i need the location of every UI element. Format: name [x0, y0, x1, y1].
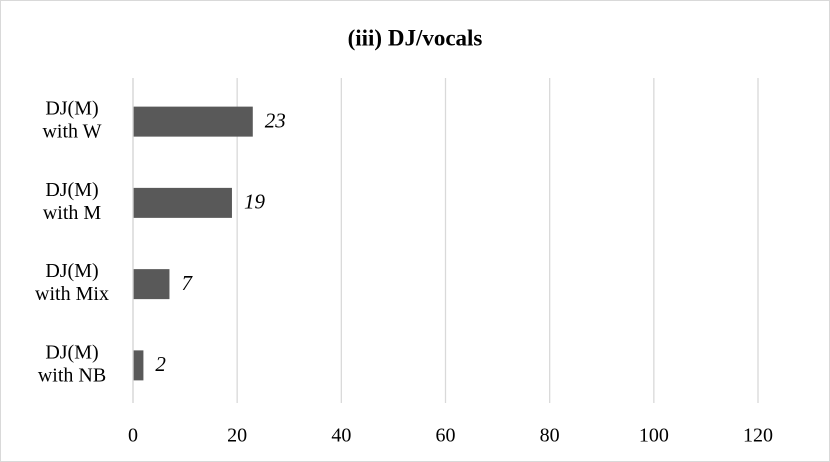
x-tick-label: 120: [743, 425, 773, 447]
x-tick-label: 40: [331, 425, 351, 447]
bar: [133, 187, 232, 218]
data-label: 2: [155, 352, 166, 376]
data-label: 19: [244, 190, 265, 214]
x-tick-label: 100: [639, 425, 669, 447]
bar: [133, 350, 144, 381]
y-tick-label: DJ(M) with NB: [38, 341, 106, 386]
chart-title: (iii) DJ/vocals: [348, 25, 483, 50]
x-tick-label: 20: [227, 425, 247, 447]
bar: [133, 269, 170, 300]
bar: [133, 106, 253, 137]
y-tick-label: DJ(M) with W: [42, 97, 101, 142]
y-tick-label: DJ(M) with Mix: [35, 260, 109, 305]
y-tick-label: DJ(M) with M: [43, 178, 102, 223]
x-tick-label: 0: [128, 425, 138, 447]
x-tick-label: 80: [540, 425, 560, 447]
data-label: 7: [181, 271, 193, 295]
data-label: 23: [265, 108, 286, 132]
x-tick-label: 60: [436, 425, 456, 447]
